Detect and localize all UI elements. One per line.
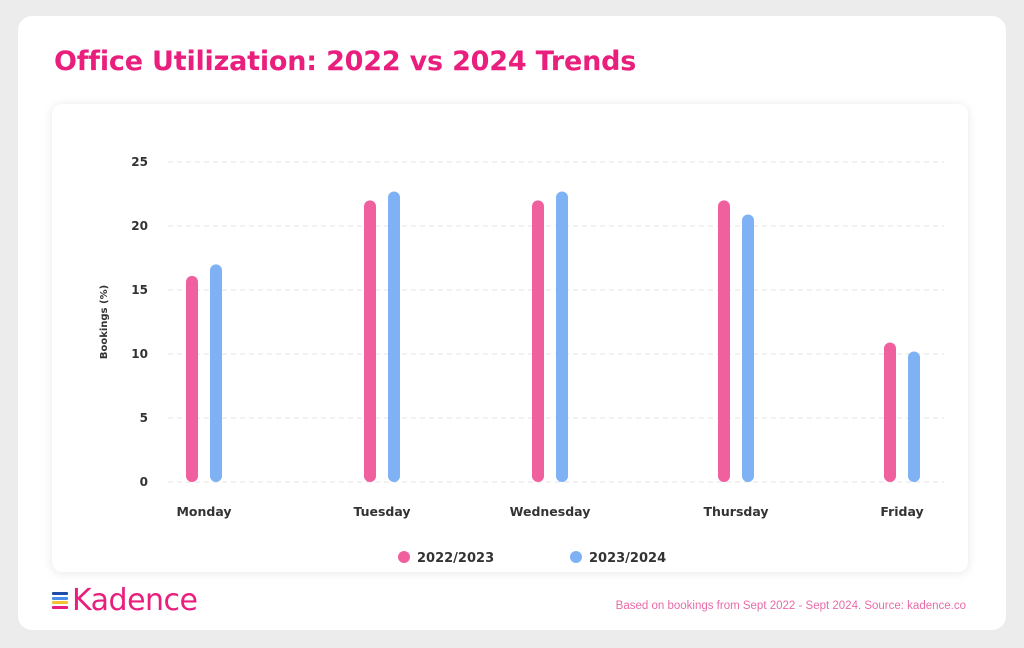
x-tick-label: Thursday (703, 504, 768, 519)
bar (364, 200, 376, 482)
bar (388, 191, 400, 482)
x-tick-label: Monday (176, 504, 231, 519)
bar (210, 264, 222, 482)
bar (532, 200, 544, 482)
bar (908, 351, 920, 482)
source-note: Based on bookings from Sept 2022 - Sept … (615, 600, 966, 612)
legend-label: 2022/2023 (417, 551, 494, 566)
bar (718, 200, 730, 482)
x-tick-label: Friday (880, 504, 923, 519)
y-tick-label: 0 (140, 475, 148, 489)
logo-text: Kadence (72, 582, 198, 618)
legend-marker (398, 551, 410, 563)
bar (556, 191, 568, 482)
y-tick-label: 5 (140, 411, 148, 425)
legend-label: 2023/2024 (589, 551, 666, 566)
bar (742, 214, 754, 482)
y-tick-label: 15 (131, 283, 148, 297)
x-tick-label: Wednesday (510, 504, 591, 519)
bar (186, 275, 198, 482)
chart-title: Office Utilization: 2022 vs 2024 Trends (54, 46, 637, 77)
bar (884, 342, 896, 482)
chart-panel: 0 5 10 15 20 25 Bookings (%) Monday Tuesday Wedne… (52, 104, 968, 572)
x-tick-label: Tuesday (353, 504, 410, 519)
bar-chart: 0 5 10 15 20 25 Bookings (%) Monday Tuesday Wedne… (99, 155, 944, 566)
kadence-logo: Kadence (52, 582, 198, 618)
y-tick-label: 10 (131, 347, 148, 361)
y-axis-label: Bookings (%) (99, 285, 110, 359)
legend-marker (570, 551, 582, 563)
y-tick-label: 25 (131, 155, 148, 169)
report-card: Office Utilization: 2022 vs 2024 Trends … (18, 16, 1006, 630)
y-tick-label: 20 (131, 219, 148, 233)
kadence-logo-icon (52, 591, 68, 609)
